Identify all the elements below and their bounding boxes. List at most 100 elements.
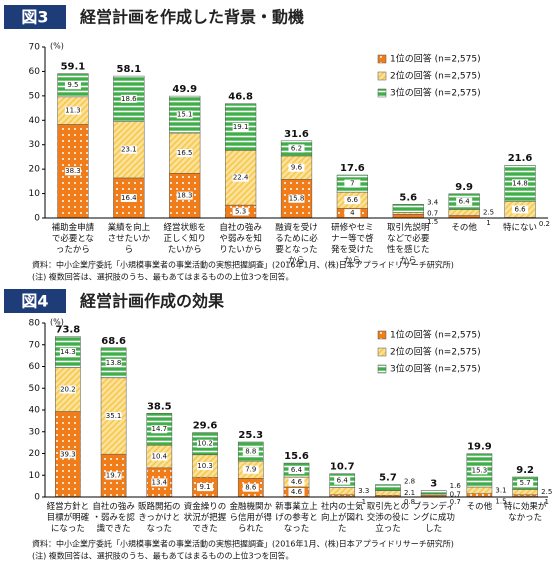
bar-segment [375, 484, 401, 491]
value-label-bg [59, 450, 76, 459]
value-label: 6.4 [337, 477, 349, 485]
value-label-bg [151, 478, 168, 487]
value-label-bg [120, 94, 137, 103]
y-tick-label: 70 [29, 43, 41, 53]
legend-swatch [377, 71, 387, 81]
value-label: 13.4 [152, 478, 168, 486]
y-tick-label: 60 [29, 362, 41, 372]
y-tick-label: 30 [29, 140, 41, 150]
y-tick-label: 30 [29, 427, 41, 437]
value-label-bg [288, 194, 305, 203]
x-tick-label: 取引先説明などで必要性を感じたから [387, 222, 430, 266]
total-label: 49.9 [172, 84, 197, 95]
y-tick-label: 80 [29, 319, 41, 329]
x-tick-label: 業績を向上させたいから [108, 222, 151, 255]
total-label: 38.5 [147, 401, 172, 412]
value-label-bg [424, 218, 441, 227]
legend-swatch [377, 54, 387, 64]
y-tick-label: 40 [29, 406, 41, 416]
x-tick-label: 特にない [503, 222, 537, 233]
total-label: 19.9 [467, 442, 492, 453]
value-label: 1.5 [427, 218, 438, 226]
value-label-bg [344, 209, 361, 218]
bar-segment [329, 487, 356, 496]
value-label: 18.3 [177, 192, 193, 200]
x-tick-label: その他 [451, 222, 477, 233]
value-label: 35.1 [106, 412, 122, 420]
x-tick-label: 社内の士気向上が図れた [321, 501, 364, 534]
value-label-bg [64, 81, 81, 90]
value-label-bg [447, 482, 464, 491]
value-label-bg [59, 348, 76, 357]
value-label-bg [288, 487, 305, 496]
y-tick-label: 50 [29, 384, 41, 394]
legend-label: 1位の回答 (n=2,575) [390, 53, 481, 65]
x-tick-label: 特に効果がなかった [504, 501, 547, 523]
value-label-bg [120, 193, 137, 202]
value-label-bg [471, 466, 488, 475]
value-label-bg [401, 488, 418, 497]
total-label: 5.7 [379, 473, 397, 484]
legend-label: 3位の回答 (n=2,575) [390, 363, 481, 375]
source: 資料：中小企業庁委託「小規模事業者の事業活動の実態把握調査」(2016年1月、(… [32, 539, 454, 549]
value-label: 15.3 [472, 466, 488, 474]
value-label-bg [355, 487, 372, 496]
value-label-bg [536, 219, 553, 228]
figure-label-box [4, 289, 66, 313]
value-label: 19.1 [233, 123, 249, 131]
value-label: 18.6 [121, 95, 137, 103]
total-label: 17.6 [340, 163, 365, 174]
value-label-bg [512, 179, 529, 188]
y-tick-label: 0 [34, 214, 40, 224]
bar-segment [392, 214, 424, 219]
value-label: 15.8 [289, 195, 305, 203]
total-label: 73.8 [56, 324, 81, 335]
total-label: 58.1 [116, 64, 141, 75]
value-label-bg [176, 191, 193, 200]
value-label-bg [64, 167, 81, 176]
value-label: 3.4 [427, 198, 439, 206]
value-label-bg [232, 207, 249, 216]
value-label: 6.6 [514, 205, 526, 213]
chart-title: 経営計画作成の効果 [80, 292, 224, 311]
x-tick-label: 研修やセミナー等で啓発を受けたから [331, 222, 374, 266]
value-label-bg [105, 471, 122, 480]
value-label: 6.2 [291, 144, 302, 152]
value-label-bg [105, 358, 122, 367]
value-label-bg [344, 196, 361, 205]
total-label: 3 [430, 478, 437, 489]
legend-swatch [377, 364, 387, 374]
value-label: 14.7 [152, 425, 168, 433]
value-label-bg [492, 497, 509, 506]
value-label: 14.8 [512, 179, 528, 187]
value-label-bg [197, 439, 214, 448]
bar-segment [375, 490, 401, 496]
y-tick-label: 10 [29, 471, 41, 481]
value-label-bg [242, 447, 259, 456]
x-tick-label: 資金繰りの状況が把握できた [184, 501, 227, 534]
value-label-bg [344, 179, 361, 188]
value-label: 1.6 [450, 482, 462, 490]
value-label-bg [176, 110, 193, 119]
value-label: 7 [350, 180, 354, 188]
total-label: 59.1 [61, 62, 86, 73]
y-tick-label: 20 [29, 449, 41, 459]
value-label: 9.6 [291, 164, 303, 172]
x-tick-label: ブランディングに成功した [412, 501, 455, 534]
legend-label: 2位の回答 (n=2,575) [390, 346, 481, 358]
x-tick-label: 新事業立上げの参考となった [275, 501, 318, 534]
value-label: 0.2 [539, 220, 550, 228]
figure-label: 図3 [21, 8, 48, 27]
value-label: 15.1 [177, 111, 193, 119]
value-label-bg [538, 488, 555, 497]
value-label: 2.5 [483, 209, 494, 217]
y-tick-label: 70 [29, 340, 41, 350]
x-tick-label: 自社の強みや弱みを知りたいから [219, 222, 262, 255]
value-label: 22.4 [233, 174, 249, 182]
value-label: 5.7 [520, 479, 531, 487]
total-label: 10.7 [330, 462, 355, 473]
x-tick-label: 販路開拓のきっかけとなった [138, 501, 181, 534]
total-label: 25.3 [238, 430, 263, 441]
value-label: 2.8 [404, 478, 415, 486]
value-label: 0.8 [404, 498, 415, 506]
